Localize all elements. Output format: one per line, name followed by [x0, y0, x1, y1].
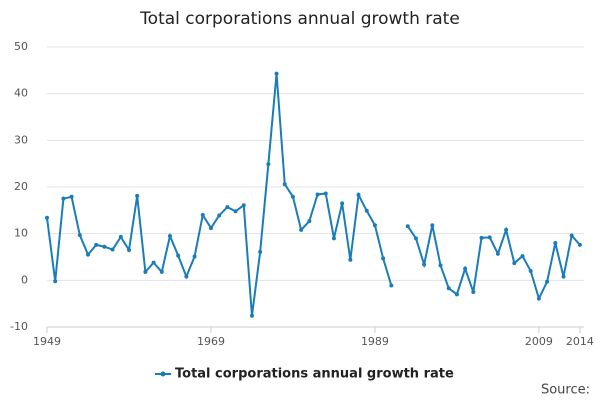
point — [553, 241, 558, 245]
source: Source: — [541, 383, 590, 398]
x-tick-label: 2009 — [525, 335, 553, 348]
point — [77, 233, 82, 238]
point — [233, 209, 238, 214]
point — [151, 260, 156, 265]
point — [536, 296, 541, 301]
legend-label: Total corporations annual growth rate — [175, 367, 454, 382]
point — [528, 269, 533, 273]
point — [143, 269, 148, 274]
point — [504, 227, 509, 232]
point — [159, 269, 164, 274]
point — [135, 193, 140, 198]
point — [356, 192, 361, 197]
series-line — [46, 73, 581, 316]
point — [463, 266, 468, 271]
point — [340, 201, 345, 206]
point — [176, 253, 181, 258]
point — [94, 242, 99, 247]
point — [438, 263, 443, 268]
point — [381, 256, 386, 261]
point — [512, 261, 517, 266]
point — [61, 196, 66, 201]
point — [422, 262, 427, 267]
point — [307, 219, 312, 224]
point — [372, 223, 377, 228]
point — [102, 244, 107, 249]
point — [495, 251, 500, 256]
point — [290, 194, 295, 199]
point — [258, 249, 263, 254]
point — [118, 234, 123, 239]
chart-title: Total corporations annual growth rate — [139, 9, 460, 29]
point — [45, 215, 49, 220]
point — [405, 224, 410, 229]
point — [200, 213, 205, 217]
point — [487, 235, 492, 240]
point — [413, 236, 418, 241]
point — [274, 71, 279, 76]
point — [454, 292, 459, 297]
x-tick-label: 2014 — [566, 335, 594, 348]
point — [331, 236, 336, 241]
point — [364, 208, 369, 213]
point — [266, 162, 271, 167]
point — [389, 283, 394, 288]
point — [545, 279, 550, 284]
point — [299, 227, 304, 232]
point — [446, 286, 451, 291]
point — [471, 290, 476, 294]
y-tick-label: 30 — [14, 133, 28, 146]
point — [167, 234, 172, 238]
point — [348, 257, 353, 262]
point — [217, 213, 222, 218]
point — [577, 242, 582, 247]
point — [569, 233, 574, 238]
point — [184, 274, 189, 279]
x-tick-label: 1949 — [33, 335, 61, 348]
point — [315, 192, 320, 197]
y-tick-label: 50 — [14, 40, 28, 53]
point — [249, 313, 254, 318]
point — [282, 182, 287, 187]
y-tick-label: 20 — [14, 180, 28, 193]
point — [69, 194, 74, 199]
point — [192, 254, 197, 259]
legend-marker — [160, 371, 166, 377]
point — [241, 203, 246, 208]
x-tick-label: 1989 — [361, 335, 389, 348]
x-tick-label: 1969 — [197, 335, 225, 348]
y-tick-label: 40 — [14, 87, 28, 100]
y-tick-label: 0 — [21, 273, 28, 286]
point — [85, 252, 90, 257]
point — [430, 223, 435, 228]
point — [520, 254, 525, 259]
point — [225, 205, 230, 210]
y-tick-label: -10 — [10, 320, 28, 333]
point — [561, 274, 566, 279]
point — [323, 191, 328, 196]
point — [479, 235, 484, 240]
point — [53, 279, 58, 284]
point — [126, 248, 131, 252]
point — [110, 247, 115, 252]
y-tick-label: 10 — [14, 227, 28, 240]
point — [208, 226, 213, 231]
